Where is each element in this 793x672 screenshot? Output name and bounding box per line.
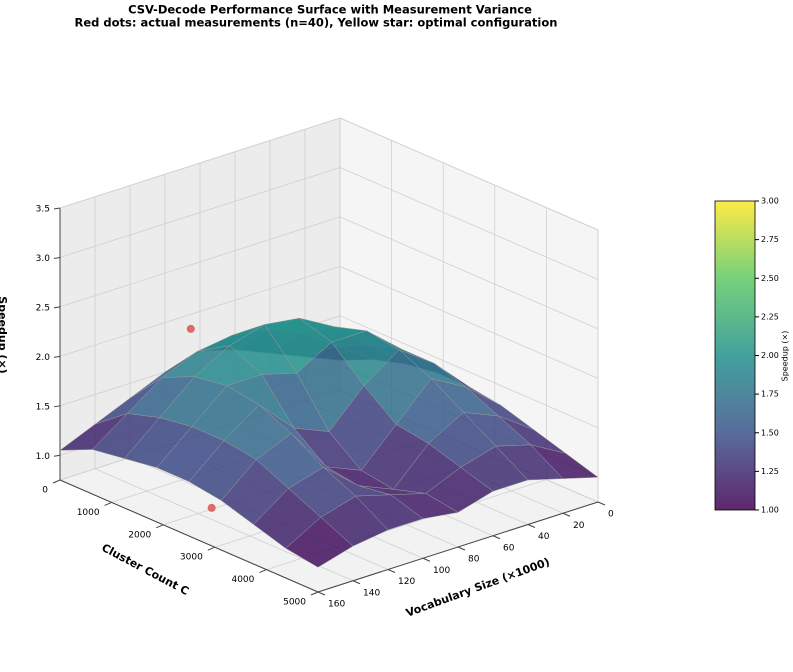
grid-line — [339, 167, 599, 280]
z-tick-label: 2.5 — [36, 303, 50, 313]
z-tick — [53, 306, 61, 309]
y-tick — [387, 569, 396, 573]
colorbar-tick-label: 2.75 — [761, 235, 779, 244]
z-tick — [53, 207, 61, 210]
x-tick — [259, 569, 267, 574]
z-tick-label: 1.0 — [36, 452, 51, 462]
grid-line — [339, 216, 599, 330]
y-tick-label: 0 — [608, 510, 614, 520]
z-tick-label: 3.0 — [36, 254, 51, 264]
y-tick-label: 140 — [363, 588, 380, 598]
colorbar-label: Speedup (×) — [781, 331, 790, 382]
y-tick — [422, 557, 431, 562]
colorbar-tick-label: 3.00 — [761, 197, 779, 206]
surface-cell — [285, 516, 354, 568]
y-tick — [457, 546, 466, 551]
x-axis-label: Cluster Count C — [100, 541, 191, 598]
x-tick — [310, 591, 319, 596]
y-tick-label: 60 — [503, 543, 515, 553]
x-tick — [104, 501, 112, 506]
y-tick — [352, 580, 361, 585]
colorbar-tick-label: 1.75 — [761, 390, 779, 399]
measurement-point — [207, 503, 216, 512]
y-tick-label: 20 — [573, 521, 585, 531]
z-axis-label: Speedup (×) — [0, 296, 9, 373]
y-tick — [562, 512, 571, 517]
colorbar-tick-label: 1.50 — [761, 428, 779, 437]
colorbar — [714, 200, 756, 511]
z-tick — [53, 405, 61, 408]
measurement-point — [186, 324, 195, 333]
grid-line — [339, 117, 599, 231]
colorbar-tick-label: 2.00 — [761, 351, 779, 360]
x-tick-label: 2000 — [128, 530, 151, 540]
x-tick — [207, 546, 215, 551]
z-tick — [53, 256, 61, 259]
chart-title: CSV-Decode Performance Surface with Meas… — [128, 3, 532, 17]
chart-subtitle: Red dots: actual measurements (n=40), Ye… — [75, 16, 558, 30]
y-tick-label: 100 — [433, 566, 450, 576]
z-tick-label: 2.0 — [36, 353, 51, 363]
y-tick-label: 40 — [538, 532, 550, 542]
y-axis-label: Vocabulary Size (×1000) — [404, 555, 551, 619]
grid-line — [339, 265, 599, 379]
y-tick — [317, 591, 326, 596]
colorbar-tick-label: 1.25 — [761, 467, 779, 476]
x-tick — [156, 524, 164, 529]
z-tick-label: 1.5 — [36, 402, 50, 412]
y-tick — [597, 501, 606, 506]
x-axis — [59, 479, 319, 593]
x-tick-label: 5000 — [283, 598, 306, 608]
colorbar-tick-label: 2.50 — [761, 274, 779, 283]
x-tick-label: 3000 — [180, 553, 203, 563]
y-tick-label: 80 — [468, 555, 480, 565]
x-tick-label: 4000 — [231, 575, 254, 585]
x-tick-label: 0 — [42, 486, 48, 496]
x-tick-label: 1000 — [77, 508, 100, 518]
y-tick-label: 160 — [328, 600, 345, 610]
grid-line — [339, 315, 599, 429]
z-tick — [53, 454, 61, 457]
y-tick — [492, 535, 501, 540]
y-tick-label: 120 — [398, 577, 415, 587]
y-tick — [527, 524, 536, 528]
x-tick — [52, 479, 61, 484]
colorbar-tick-label: 1.00 — [761, 506, 779, 515]
z-tick — [53, 355, 61, 358]
colorbar-tick-label: 2.25 — [761, 312, 779, 321]
y-axis — [317, 501, 599, 593]
z-tick-label: 3.5 — [36, 205, 50, 215]
